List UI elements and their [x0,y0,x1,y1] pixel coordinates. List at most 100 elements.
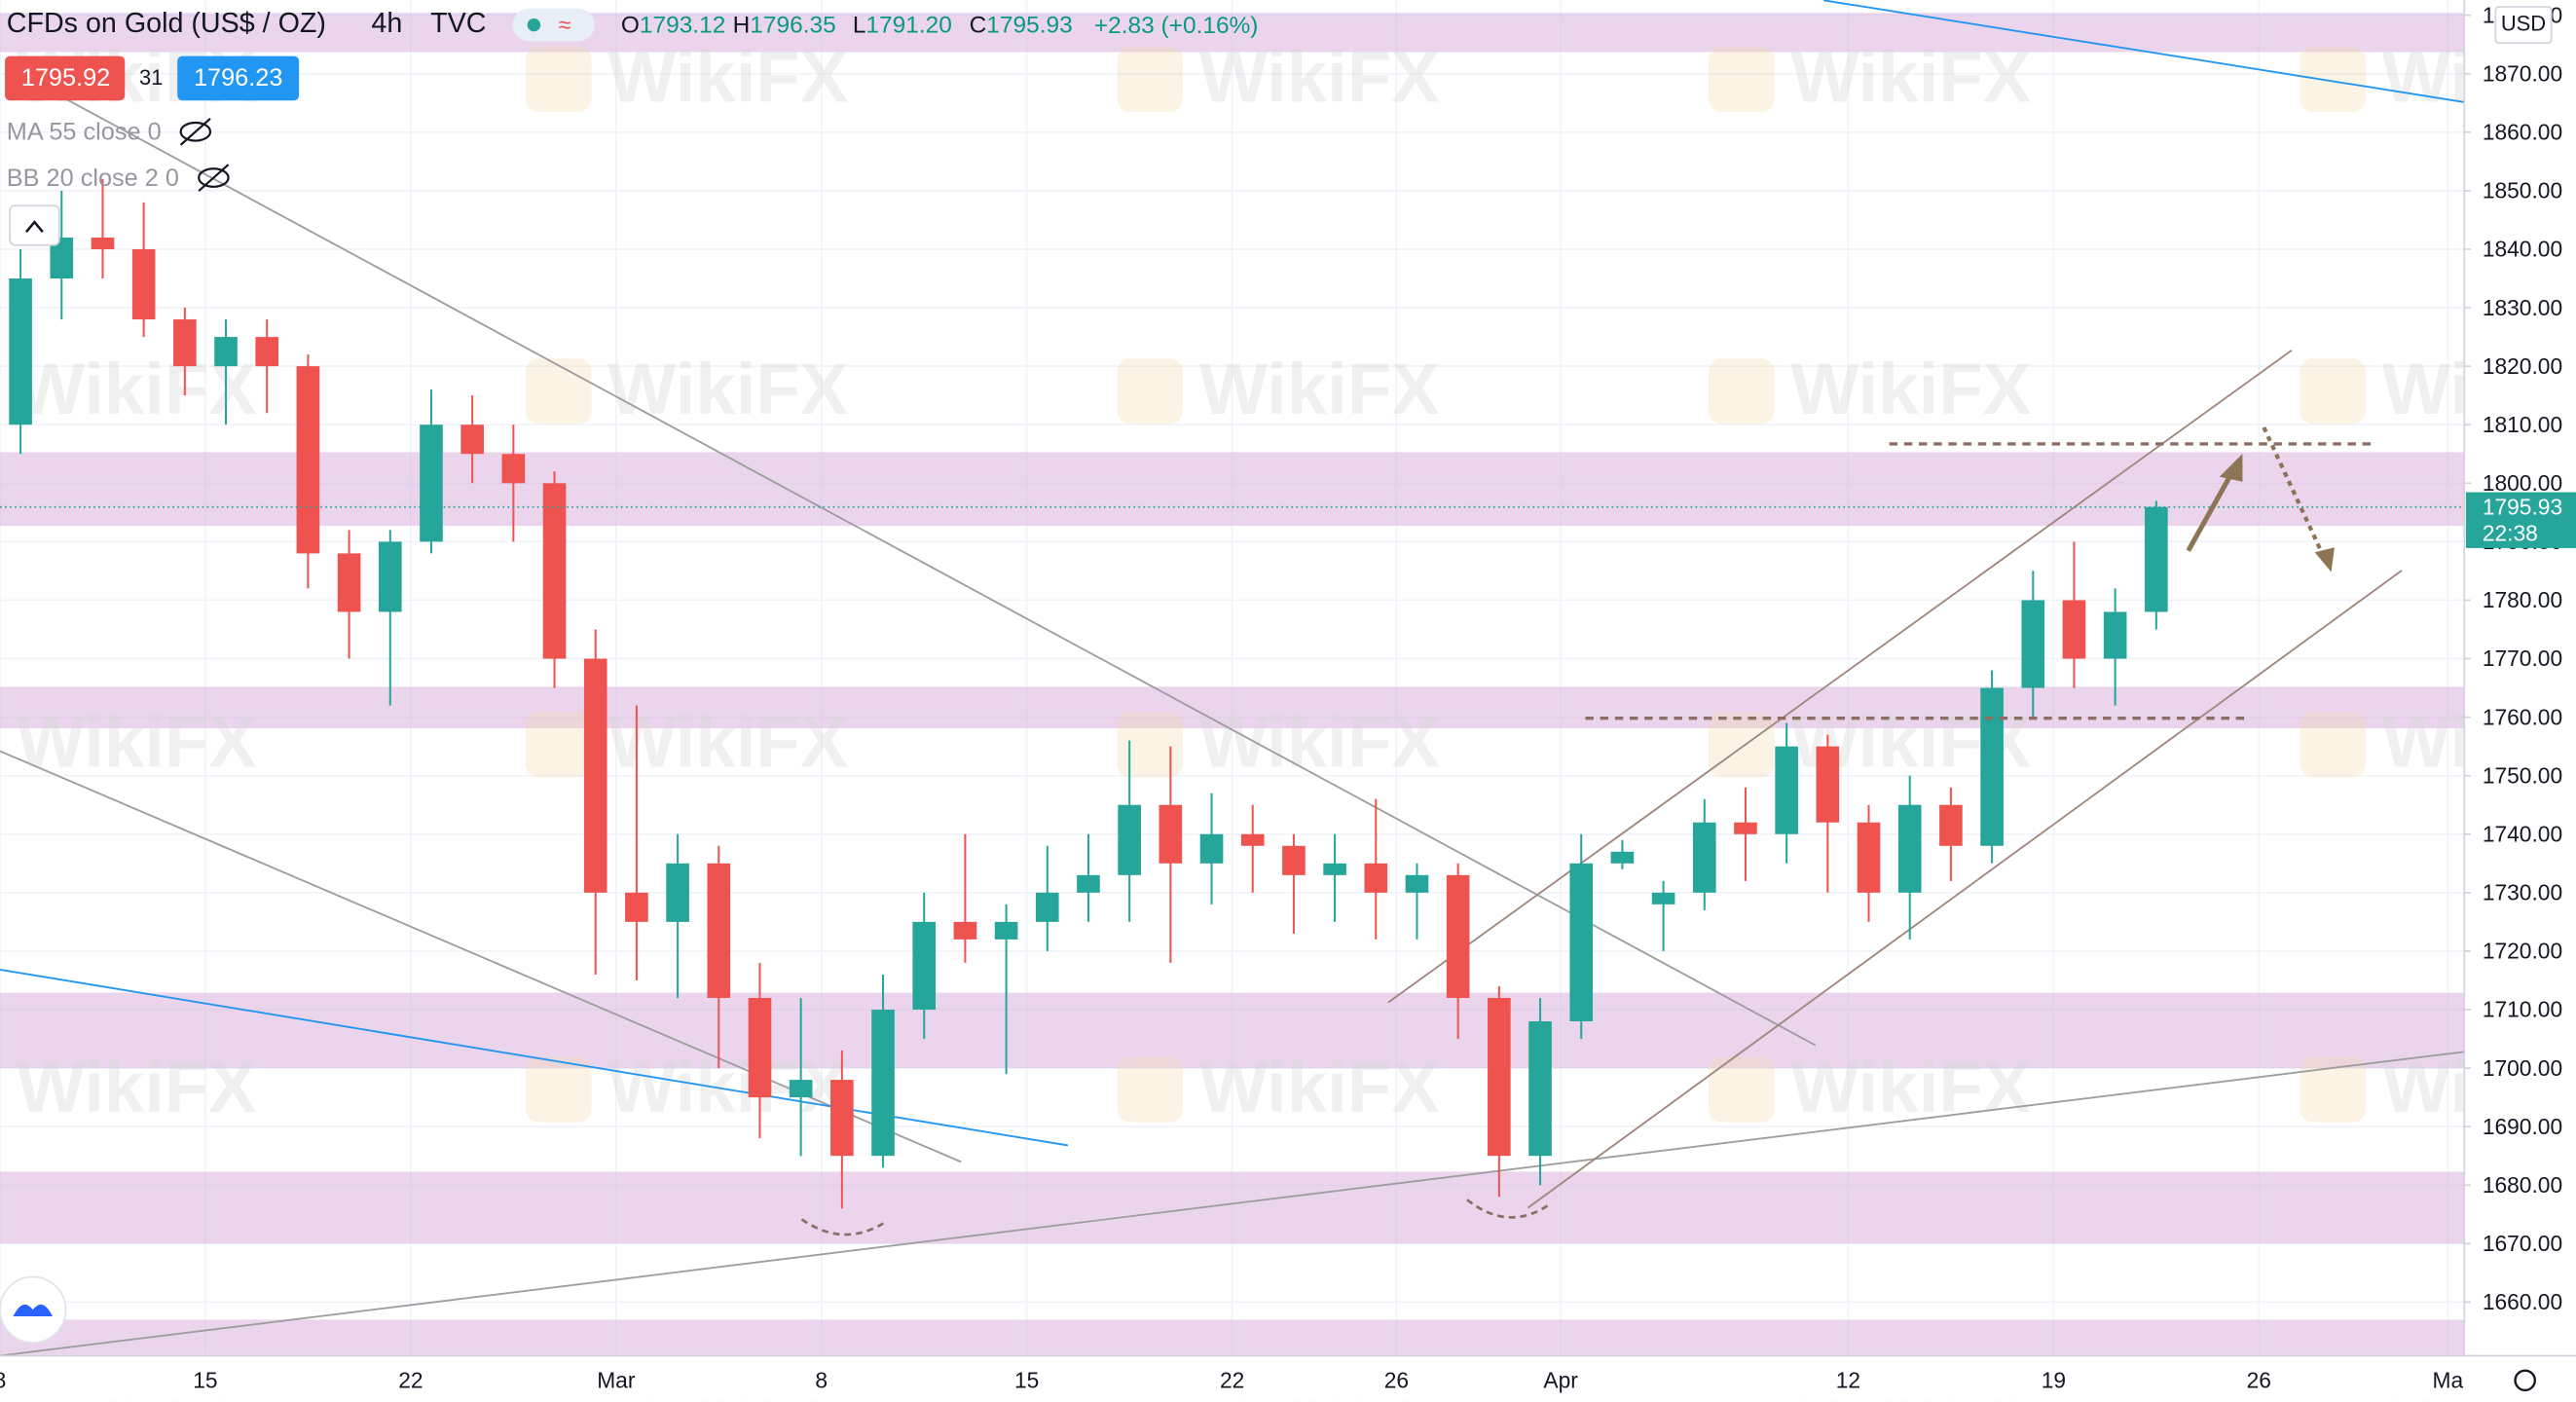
y-tick-label: 1760.00 [2483,704,2562,729]
arrow [2262,426,2327,560]
status-dot [527,18,541,32]
y-tick-label: 1740.00 [2483,821,2562,846]
ohlc: O1793.12 H1796.35 L1791.20 C1795.93 [621,13,1073,39]
candle-body [91,237,115,249]
annotations [800,426,2374,1236]
indicator: BB 20 close 2 0 [7,165,179,192]
watermark-icon [526,711,592,778]
sell-button[interactable] [5,55,126,101]
ohlc-item: H1796.35 [733,13,836,39]
ohlc-item: O1793.12 [621,13,725,39]
candle-body [707,863,731,998]
bottom-arc [800,1218,888,1236]
trend-line [65,97,1817,1047]
y-tick-label: 1830.00 [2483,295,2562,320]
watermark-icon [1709,711,1775,778]
candle-body [214,337,238,367]
channel-line [1527,570,2403,1209]
candle-body [131,248,156,320]
header: CFDs on Gold (US$ / OZ) 4h TVC ≈ O1793.1… [0,6,2553,1392]
watermark-icon [2300,46,2366,113]
trend-line [1822,0,2465,103]
candle-body [1118,804,1141,875]
watermark-icon [1709,46,1775,113]
watermark: WikiFX [1199,1047,1440,1127]
watermark: WikiFX [1790,36,2031,117]
status-icon: ≈ [559,14,571,39]
candle-body [1610,851,1635,864]
candle-body [871,1009,895,1157]
candle-body [460,424,484,455]
x-tick-label: 15 [1014,1367,1039,1392]
candle-body [625,892,648,922]
x-tick-label: 19 [2042,1367,2066,1392]
ask: 1796.23 [194,64,282,92]
ohlc-item: L1791.20 [853,13,952,39]
y-tick-label: 1850.00 [2483,178,2562,203]
candle-body [337,553,361,612]
ohlc-value: 1791.20 [865,13,951,39]
candle-body [2145,506,2168,612]
currency: USD [2501,11,2546,35]
x-tick-label: 15 [193,1367,217,1392]
candle-body [1159,804,1183,864]
ohlc-label: H [733,13,751,39]
y-tick-label: 1660.00 [2483,1289,2562,1314]
candle-body [583,658,607,893]
candle-body [255,337,279,367]
ohlc-value: 1795.93 [986,13,1072,39]
channel-line [1387,349,2293,1004]
watermark: WikiFX [1790,1047,2031,1127]
y-tick-label: 1770.00 [2483,646,2562,671]
arrow [2186,466,2237,552]
watermark: WikiFX [1199,349,1440,429]
zones [0,13,2465,1355]
collapse-button[interactable] [9,204,60,246]
candle-body [666,863,689,922]
candle-body [1897,804,1922,893]
candle-body [2062,600,2086,659]
watermark-icon [526,46,592,113]
time-axis [0,1355,2576,1402]
x-tick-label: 22 [398,1367,423,1392]
currency-box[interactable] [2494,6,2553,45]
candle-body [1528,1021,1552,1157]
buy-button[interactable] [177,55,300,101]
y-tick-label: 1820.00 [2483,353,2562,379]
watermark-icon [2300,1056,2366,1123]
y-tick-label: 1870.00 [2483,60,2562,86]
y-tick-label: 1700.00 [2483,1055,2562,1081]
price-axis [2464,0,2576,1402]
candle-body [1980,687,2004,846]
ohlc-label: L [853,13,866,39]
candle-body [1488,997,1511,1157]
watermark: WikiFX [1790,349,2031,429]
candle-body [50,237,74,279]
watermark: WikiFX [607,36,848,117]
watermark: WikiFX [17,1047,257,1127]
ohlc-label: O [621,13,640,39]
y-tick-label: 1840.00 [2483,237,2562,262]
x-tick-label: Mar [597,1367,636,1392]
candle-body [1816,746,1840,823]
support-zone [0,452,2465,527]
y-tick-label: 1810.00 [2483,412,2562,437]
watermark-icon [1709,358,1775,424]
interval: 4h [371,8,402,39]
candle-body [1035,892,1059,922]
settings-icon[interactable] [2514,1369,2536,1392]
y-tick-label: 1690.00 [2483,1114,2562,1139]
y-tick-label: 1860.00 [2483,120,2562,145]
status-pill[interactable] [512,8,595,42]
x-tick-label: 26 [1384,1367,1409,1392]
ohlc-value: 1796.35 [750,13,835,39]
eye-icon[interactable] [179,117,212,146]
candle-body [1775,746,1798,834]
watermark: WikiFX [17,702,257,783]
candle-body [1364,863,1388,893]
y-tick-label: 1720.00 [2483,939,2562,964]
eye-icon[interactable] [198,164,230,192]
watermark: WikiFX [607,702,848,783]
watermark-icon [1117,711,1183,778]
candle-body [173,319,197,367]
